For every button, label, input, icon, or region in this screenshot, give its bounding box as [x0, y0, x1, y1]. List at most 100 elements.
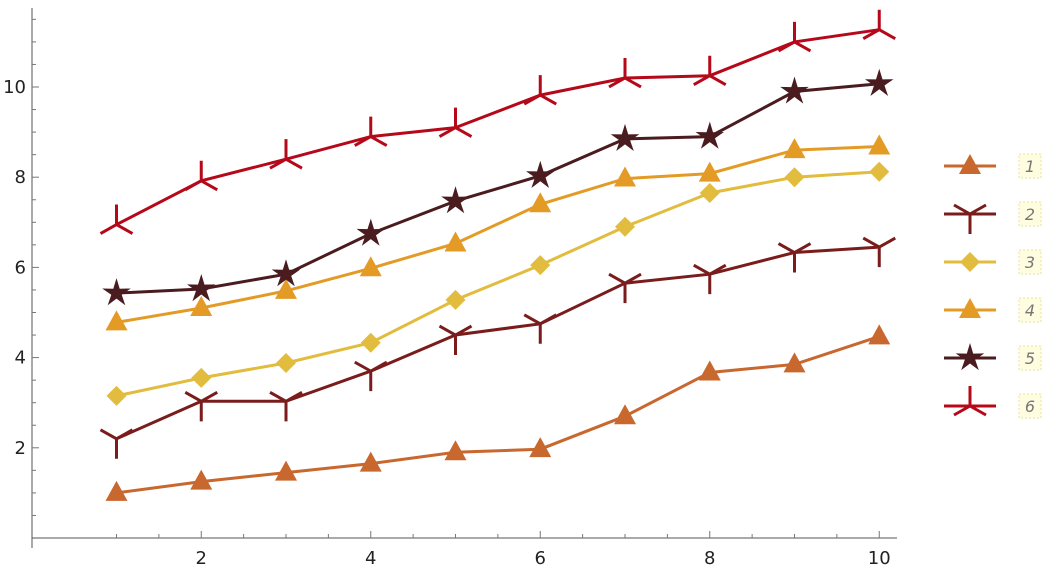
- data-point: [862, 236, 896, 268]
- data-point: [441, 186, 470, 214]
- data-point: [529, 192, 552, 213]
- data-point: [105, 310, 128, 331]
- data-point: [693, 263, 727, 295]
- legend-item: 5: [944, 343, 1042, 371]
- y-tick-label: 8: [15, 167, 26, 188]
- legend-label: 2: [1025, 205, 1035, 224]
- data-point: [190, 295, 213, 316]
- y-tick-label: 10: [3, 77, 26, 98]
- data-point: [360, 332, 381, 353]
- legend-marker: [953, 203, 987, 234]
- data-point: [269, 391, 303, 422]
- data-point: [190, 469, 213, 490]
- data-point: [523, 313, 557, 344]
- legend-marker: [955, 343, 985, 371]
- data-point: [698, 161, 721, 182]
- legend-item: 3: [944, 249, 1042, 275]
- series-line: [116, 145, 880, 324]
- data-point: [526, 160, 555, 188]
- x-tick-label: 4: [365, 548, 376, 569]
- data-point: [445, 289, 466, 310]
- legend-label-box: [1018, 297, 1042, 323]
- legend-item: 2: [944, 201, 1042, 234]
- data-point: [359, 256, 382, 277]
- series-5: [102, 68, 894, 306]
- series-line: [116, 170, 880, 398]
- data-point: [699, 182, 720, 203]
- legend-item: 6: [944, 386, 1042, 419]
- data-point: [269, 139, 303, 170]
- data-point: [783, 352, 806, 373]
- data-point: [784, 167, 805, 188]
- legend-label-box: [1018, 393, 1042, 419]
- data-point: [695, 121, 724, 149]
- data-point: [354, 116, 388, 147]
- series-line: [115, 245, 880, 441]
- data-point: [610, 123, 640, 151]
- data-point: [530, 255, 551, 276]
- data-point: [614, 404, 636, 425]
- chart-series: [99, 9, 896, 501]
- legend-marker: [953, 386, 987, 417]
- y-tick-label: 2: [15, 438, 26, 459]
- y-tick-label: 4: [15, 348, 26, 369]
- data-point: [865, 68, 894, 96]
- data-point: [106, 385, 127, 406]
- data-point: [615, 216, 635, 237]
- legend-item: 1: [944, 153, 1042, 179]
- series-1: [105, 324, 891, 501]
- series-3: [106, 161, 890, 406]
- chart-ticks: 2 4 6 8 10 2 4 6 8 10: [3, 18, 891, 569]
- data-point: [444, 440, 467, 461]
- legend-label-box: [1018, 249, 1042, 275]
- series-6: [99, 9, 896, 235]
- x-tick-label: 8: [704, 548, 715, 569]
- data-point: [693, 55, 727, 87]
- data-point: [105, 480, 128, 501]
- series-line: [115, 28, 880, 226]
- data-point: [868, 324, 891, 345]
- legend-label-box: [1018, 153, 1042, 179]
- data-point: [529, 437, 552, 458]
- data-point: [614, 166, 636, 187]
- data-point: [862, 9, 896, 41]
- x-tick-label: 2: [196, 548, 207, 569]
- data-point: [275, 278, 297, 299]
- data-point: [438, 324, 473, 356]
- data-point: [780, 76, 809, 104]
- data-point: [356, 218, 385, 246]
- legend-label-box: [1018, 345, 1042, 371]
- data-point: [777, 21, 812, 53]
- data-point: [276, 353, 296, 374]
- data-point: [275, 460, 297, 481]
- data-point: [869, 161, 890, 182]
- legend-label: 5: [1025, 349, 1035, 368]
- data-point: [608, 57, 642, 89]
- series-4: [105, 134, 891, 331]
- data-point: [354, 360, 388, 392]
- y-tick-label: 6: [15, 257, 26, 278]
- data-point: [438, 107, 473, 138]
- x-tick-label: 10: [868, 548, 891, 569]
- legend-marker: [959, 298, 981, 318]
- series-2: [99, 236, 896, 459]
- data-point: [777, 242, 812, 273]
- data-point: [523, 75, 557, 106]
- legend-marker: [959, 154, 981, 174]
- data-point: [698, 360, 721, 381]
- data-point: [102, 278, 131, 306]
- x-tick-label: 6: [535, 548, 546, 569]
- legend-label: 4: [1025, 301, 1035, 320]
- legend-label: 1: [1025, 157, 1035, 176]
- data-point: [184, 160, 218, 192]
- legend-item: 4: [944, 297, 1042, 323]
- data-point: [444, 231, 467, 252]
- chart-legend: 1 2 3 4 5 6: [944, 153, 1042, 419]
- data-point: [184, 391, 218, 422]
- legend-marker: [960, 252, 980, 272]
- legend-label: 6: [1025, 397, 1035, 416]
- data-point: [359, 451, 382, 472]
- series-line: [116, 82, 880, 295]
- chart-axes: [31, 8, 897, 548]
